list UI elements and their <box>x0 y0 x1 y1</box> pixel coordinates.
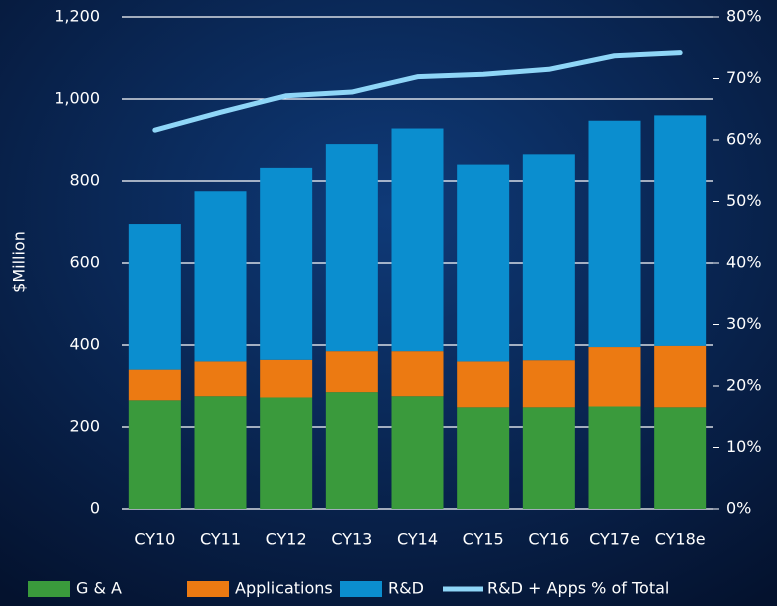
legend-swatch <box>28 581 70 597</box>
bar-segment <box>128 369 181 401</box>
legend-label: R&D + Apps % of Total <box>487 579 669 598</box>
bar-segment <box>260 167 313 360</box>
y-tick-label: 1,000 <box>54 89 100 108</box>
y-tick-label: 0 <box>90 499 100 518</box>
bar-segment <box>194 191 247 362</box>
bar-segment <box>588 406 641 509</box>
bar-segment <box>522 407 575 509</box>
bar-segment <box>194 396 247 509</box>
y-tick-label: 600 <box>69 253 100 272</box>
x-tick-label: CY12 <box>266 530 307 549</box>
y-tick-label: 800 <box>69 171 100 190</box>
bar-segment <box>654 407 707 509</box>
legend-swatch <box>340 581 382 597</box>
bar-segment <box>654 115 707 346</box>
y-tick-label: 1,200 <box>54 7 100 26</box>
bar-segment <box>128 224 181 370</box>
y2-tick-label: 10% <box>726 437 762 456</box>
y2-tick-label: 20% <box>726 376 762 395</box>
y-axis-label: $Million <box>10 231 29 293</box>
bar-segment <box>522 360 575 408</box>
x-tick-label: CY17e <box>589 530 640 549</box>
bar-segment <box>128 400 181 509</box>
y-tick-label: 200 <box>69 417 100 436</box>
legend-swatch <box>187 581 229 597</box>
y2-tick-label: 30% <box>726 314 762 333</box>
legend-label: R&D <box>388 579 424 598</box>
bar-segment <box>588 347 641 407</box>
line-series <box>152 50 683 133</box>
x-tick-label: CY14 <box>397 530 438 549</box>
x-tick-label: CY11 <box>200 530 241 549</box>
bar-segment <box>325 351 378 393</box>
y2-tick-label: 50% <box>726 191 762 210</box>
y2-tick-label: 40% <box>726 253 762 272</box>
bar-segment <box>194 361 247 397</box>
x-tick-label: CY15 <box>463 530 504 549</box>
bar-segment <box>457 164 510 362</box>
bar-segment <box>457 361 510 408</box>
legend-label: Applications <box>235 579 333 598</box>
bar-segment <box>522 154 575 361</box>
bar-segment <box>654 345 707 408</box>
x-tick-label: CY18e <box>655 530 706 549</box>
y2-tick-label: 60% <box>726 130 762 149</box>
bar-segment <box>391 128 444 352</box>
y2-tick-label: 0% <box>726 499 751 518</box>
x-tick-label: CY10 <box>134 530 175 549</box>
bar-segment <box>391 351 444 397</box>
bar-segment <box>391 396 444 509</box>
y2-tick-label: 70% <box>726 68 762 87</box>
y2-tick-label: 80% <box>726 7 762 26</box>
bar-segment <box>588 120 641 348</box>
legend-label: G & A <box>76 579 122 598</box>
bar-segment <box>325 392 378 509</box>
x-tick-label: CY13 <box>331 530 372 549</box>
bar-segment <box>457 407 510 509</box>
y-tick-label: 400 <box>69 335 100 354</box>
bar-segment <box>260 359 313 398</box>
x-tick-label: CY16 <box>528 530 569 549</box>
bar-segment <box>325 144 378 352</box>
bar-segment <box>260 397 313 509</box>
